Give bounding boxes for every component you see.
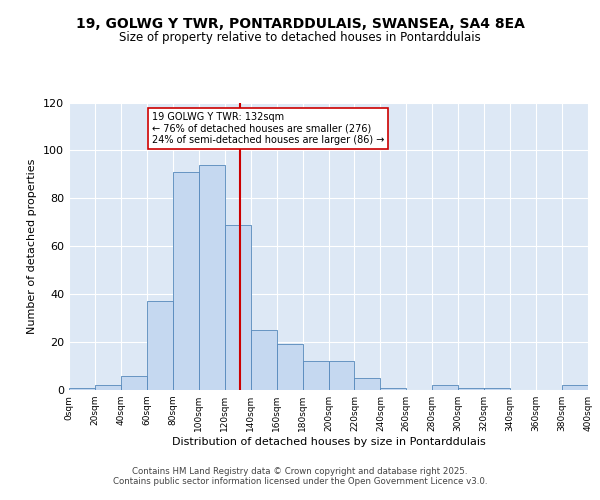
Y-axis label: Number of detached properties: Number of detached properties bbox=[28, 158, 37, 334]
Text: 19, GOLWG Y TWR, PONTARDDULAIS, SWANSEA, SA4 8EA: 19, GOLWG Y TWR, PONTARDDULAIS, SWANSEA,… bbox=[76, 18, 524, 32]
Bar bbox=[484, 388, 510, 390]
Bar bbox=[458, 388, 484, 390]
Bar bbox=[355, 378, 380, 390]
Text: Contains public sector information licensed under the Open Government Licence v3: Contains public sector information licen… bbox=[113, 477, 487, 486]
Bar bbox=[432, 385, 458, 390]
Bar bbox=[380, 388, 406, 390]
Bar bbox=[302, 361, 329, 390]
Bar bbox=[225, 224, 251, 390]
Bar bbox=[121, 376, 147, 390]
Bar bbox=[562, 385, 588, 390]
Bar bbox=[251, 330, 277, 390]
Text: Contains HM Land Registry data © Crown copyright and database right 2025.: Contains HM Land Registry data © Crown c… bbox=[132, 467, 468, 476]
Bar bbox=[173, 172, 199, 390]
Bar bbox=[329, 361, 355, 390]
Text: Size of property relative to detached houses in Pontarddulais: Size of property relative to detached ho… bbox=[119, 31, 481, 44]
Bar bbox=[69, 388, 95, 390]
Text: 19 GOLWG Y TWR: 132sqm
← 76% of detached houses are smaller (276)
24% of semi-de: 19 GOLWG Y TWR: 132sqm ← 76% of detached… bbox=[152, 112, 385, 146]
Bar bbox=[95, 385, 121, 390]
Bar bbox=[199, 165, 224, 390]
Bar bbox=[147, 302, 173, 390]
Bar bbox=[277, 344, 302, 390]
X-axis label: Distribution of detached houses by size in Pontarddulais: Distribution of detached houses by size … bbox=[172, 437, 485, 447]
